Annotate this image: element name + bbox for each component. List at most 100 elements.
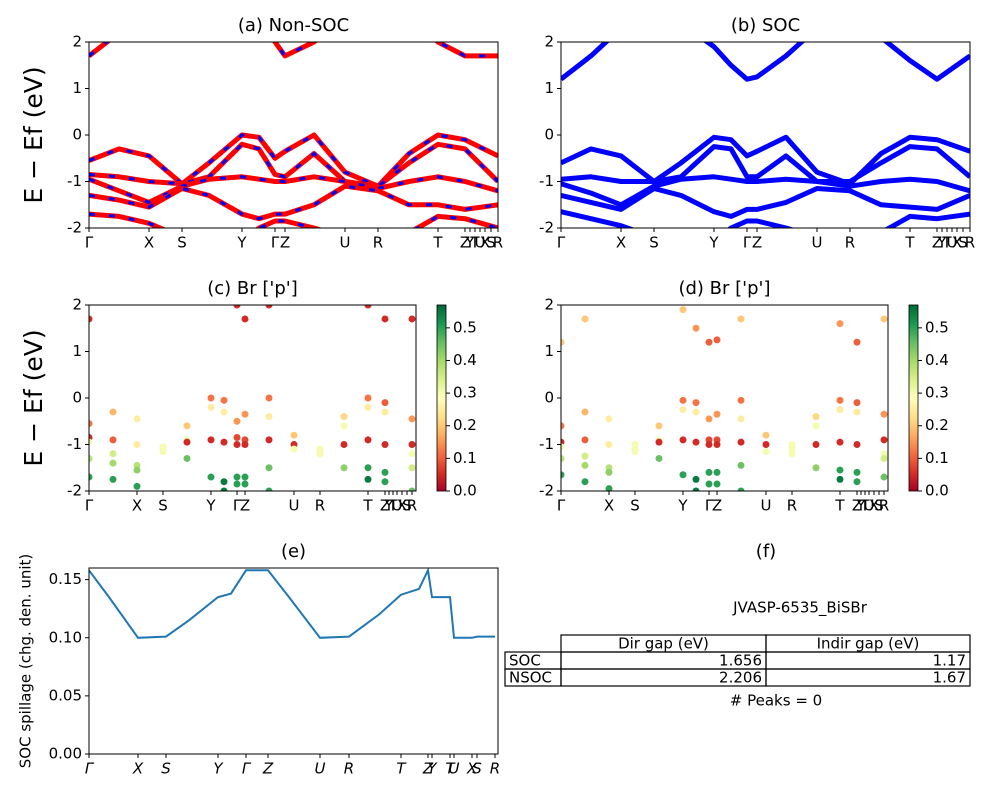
projected-point [241,315,249,323]
projected-point [762,447,770,455]
panel-title: (a) Non-SOC [238,15,349,36]
x-tick-label: S [874,497,884,515]
x-tick-label: Γ [557,234,566,252]
colorbar-tick-label: 0.4 [453,351,477,369]
x-tick-label: Γ [85,760,95,778]
projected-point [631,447,639,455]
x-tick-label: U [761,497,772,515]
axes-frame [88,567,499,755]
y-tick-label: 0.15 [49,570,82,588]
x-tick-label: R [407,497,417,515]
projected-point [381,399,389,407]
x-tick-label: Z [932,234,942,252]
projected-point [89,454,93,462]
projected-point [737,415,745,423]
x-tick-label: S [177,234,187,252]
projected-point [220,478,228,486]
projected-point [836,475,844,483]
x-tick-label: Γ [271,234,280,252]
x-tick-label: R [315,497,325,515]
projected-point [207,473,215,481]
projected-point [109,450,117,458]
projected-point [408,464,416,472]
projected-point [705,415,713,423]
projected-point [581,436,589,444]
x-tick-label: Γ [557,497,566,515]
projected-point [109,475,117,483]
projected-point [853,468,861,476]
x-tick-label: Y [936,234,947,252]
x-tick-label: Z [752,234,762,252]
projected-point [605,468,613,476]
projected-point [233,441,241,448]
projected-point [853,408,861,416]
projected-point [233,434,241,442]
x-tick-label: Y [677,497,688,515]
projected-point [692,487,700,491]
projected-point [220,396,228,404]
colorbar-tick-label: 0.5 [453,318,477,336]
projected-point [737,438,745,446]
projected-point [655,438,663,446]
projected-point [133,441,141,448]
projected-point [89,438,93,446]
projected-point [109,408,117,416]
projected-point [788,450,796,458]
projected-point [880,410,888,418]
projected-point [233,417,241,425]
band-line [561,209,970,228]
colorbar [436,304,447,492]
band-line [561,42,970,82]
projected-point [316,450,324,458]
x-tick-label: R [787,497,797,515]
projected-point [207,403,215,411]
x-tick-label: Z [852,497,862,515]
projected-point [853,441,861,448]
x-tick-label: S [649,234,659,252]
x-tick-label: Y [383,497,394,515]
x-tick-label: Z [460,234,470,252]
projected-point [606,288,613,295]
projected-point [880,454,888,462]
projected-point [109,459,117,467]
projected-point [340,464,348,472]
x-tick-label: Y [205,497,216,515]
x-tick-label: Z [422,760,434,778]
projected-point [836,396,844,404]
x-tick-label: T [469,234,480,252]
x-tick-label: S [958,234,968,252]
column-header: Dir gap (eV) [618,635,709,653]
projected-point [713,441,721,448]
projected-point [381,468,389,476]
x-tick-label: R [490,760,500,778]
x-tick-label: U [340,234,351,252]
x-tick-label: U [864,497,875,515]
projected-point [381,478,389,486]
projected-point [183,422,191,430]
x-tick-label: U [475,234,486,252]
x-tick-label: X [869,497,879,515]
panel-title: (e) [281,541,306,562]
x-tick-label: Y [464,234,475,252]
x-tick-label: R [344,760,354,778]
x-tick-label: S [472,760,482,778]
projected-point [679,471,687,479]
row-header: NSOC [509,669,552,687]
projected-point [813,492,820,499]
projected-point [183,454,191,462]
plot-area [89,568,495,639]
x-tick-label: Z [712,497,722,515]
x-tick-label: Y [855,497,866,515]
x-tick-label: Γ [85,497,94,515]
projected-point [265,413,273,421]
x-tick-label: U [289,497,300,515]
x-tick-label: U [449,760,460,778]
colorbar-tick-label: 0.0 [453,482,477,500]
projected-point [317,255,324,262]
projected-point [561,454,565,462]
projected-point [134,264,141,271]
projected-point [581,315,589,323]
projected-point [364,436,372,444]
projected-point [605,441,613,448]
x-tick-label: T [362,497,373,515]
